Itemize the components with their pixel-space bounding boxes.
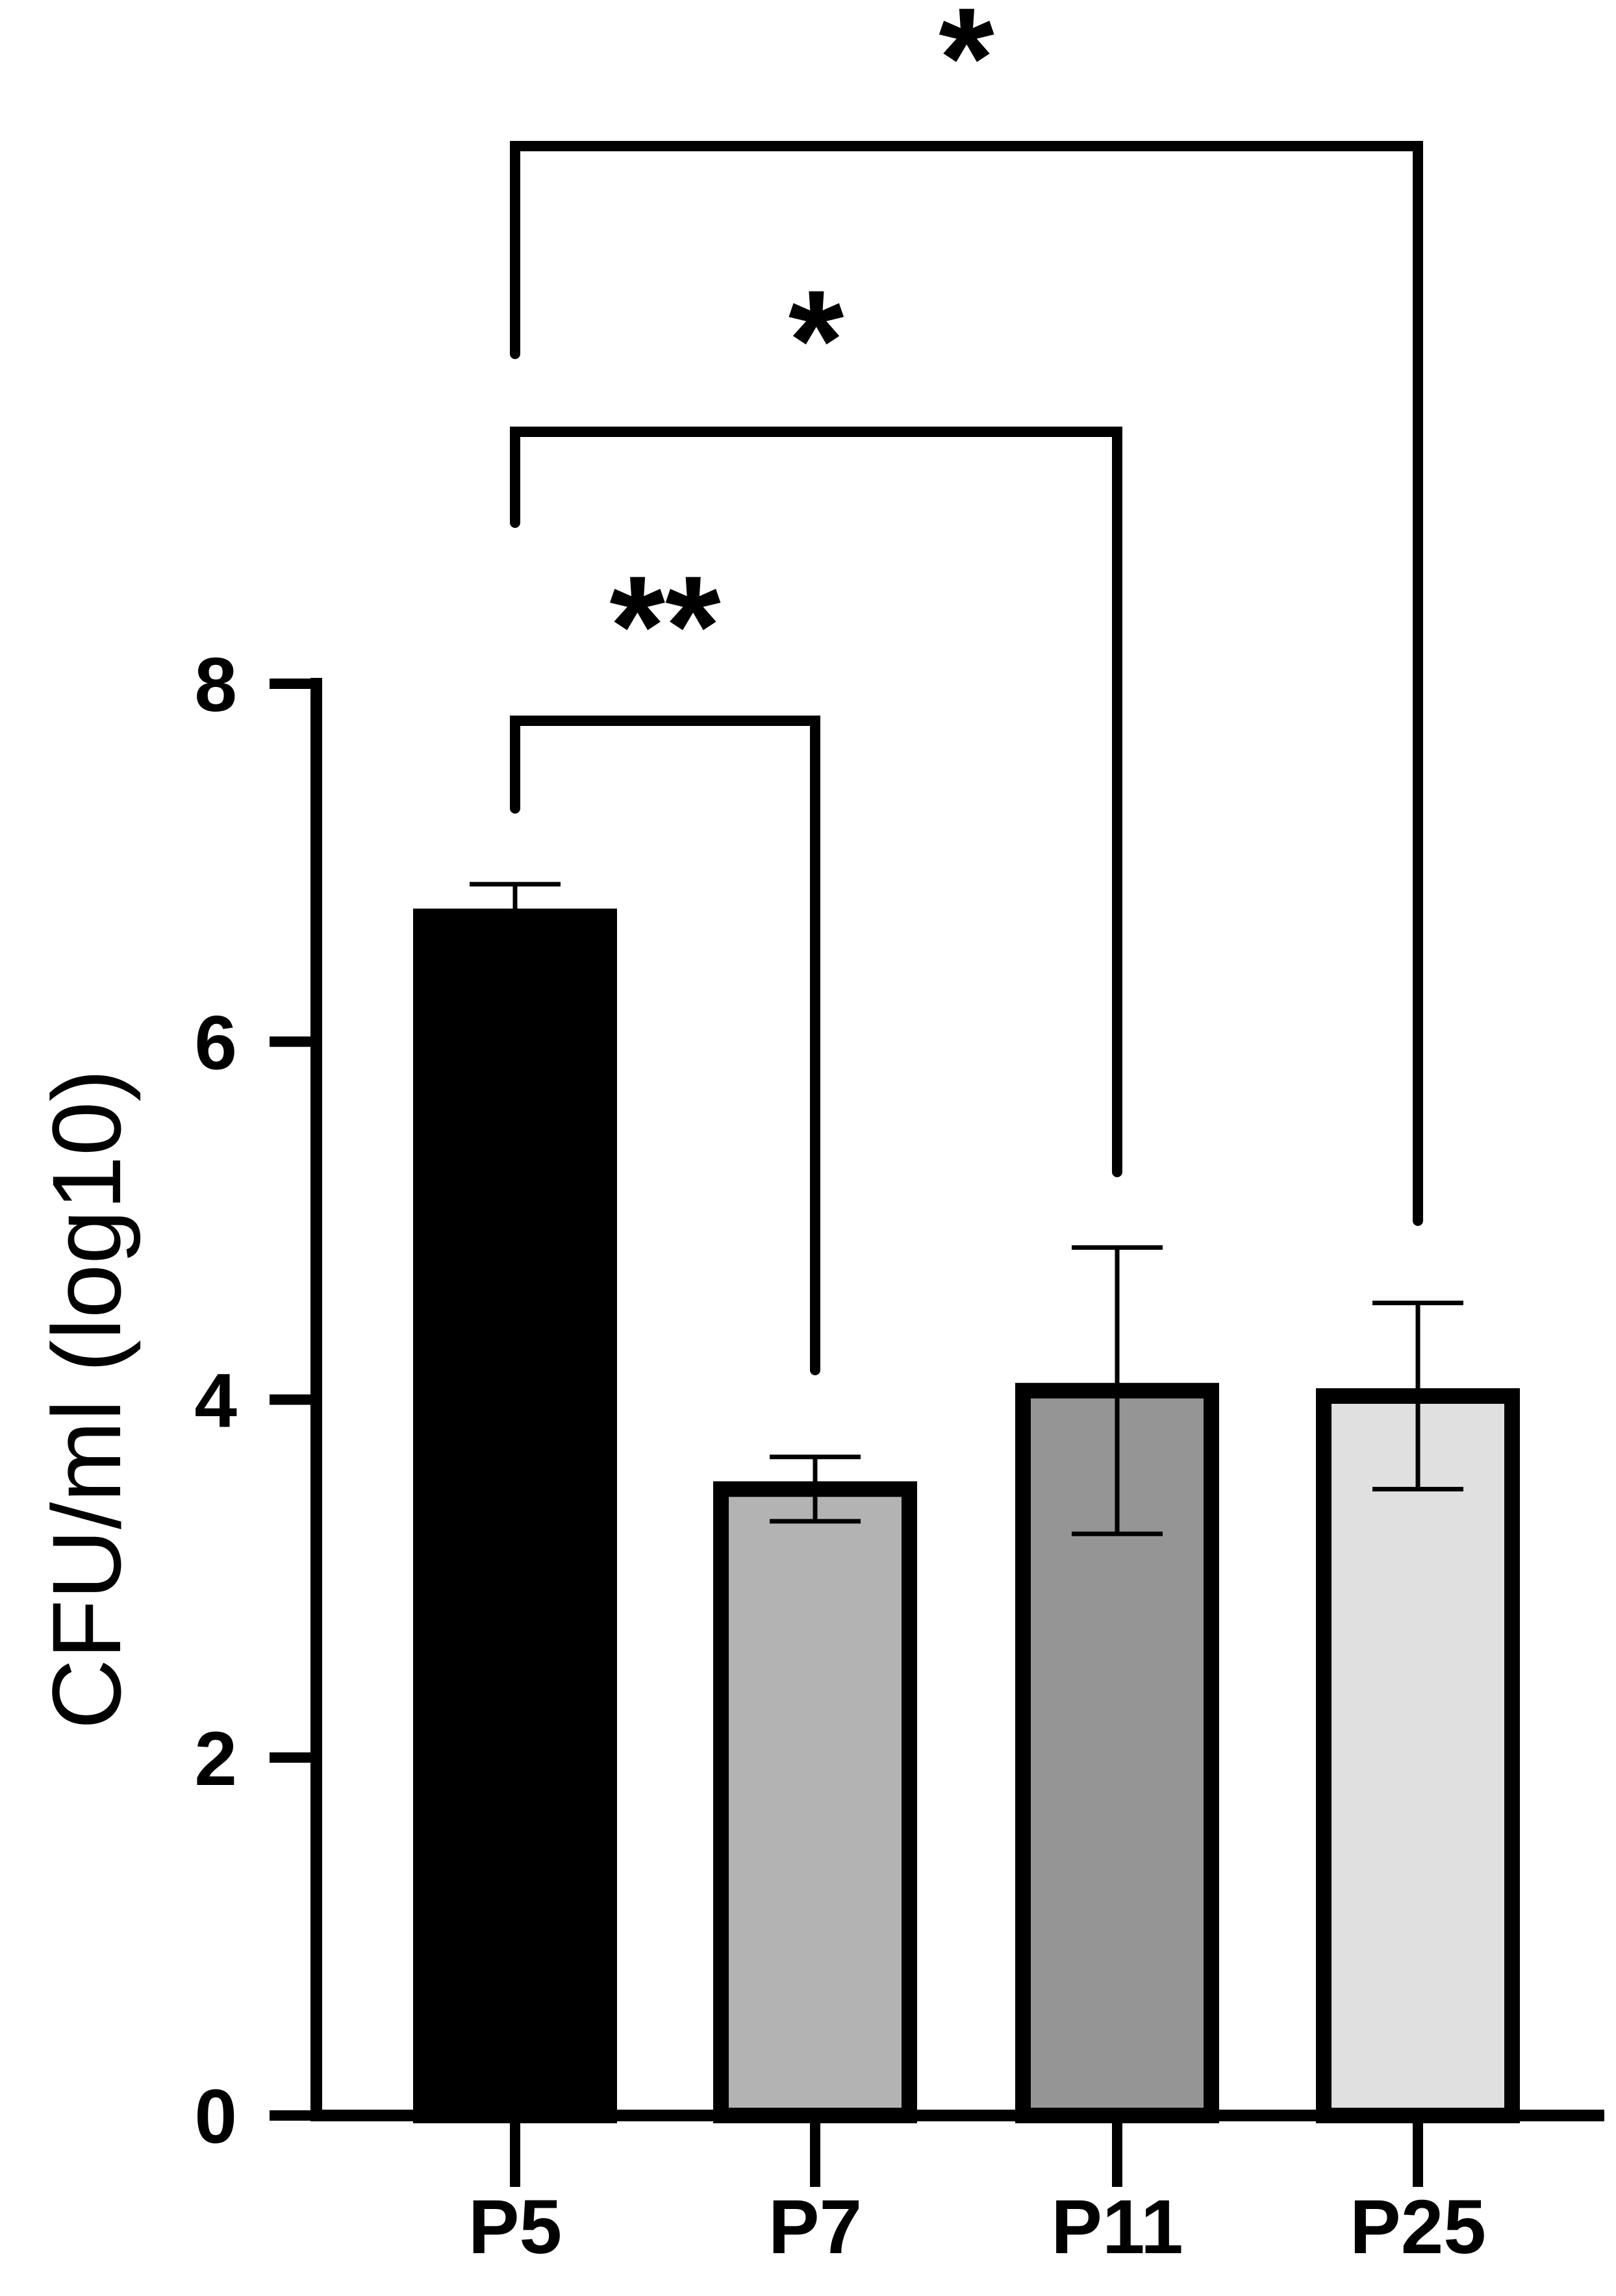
x-tick-label: P7 [768,2184,862,2270]
y-tick-label: 4 [194,1358,237,1444]
y-tick-label: 2 [194,1716,237,1802]
error-bars [470,882,1463,1536]
x-tick-label: P11 [1051,2184,1183,2270]
significance-label: * [789,260,844,420]
bar-p5 [413,908,617,2123]
y-tick-label: 0 [194,2074,237,2160]
x-tick-label: P25 [1350,2184,1486,2270]
significance-bracket [510,141,1423,1226]
y-tick-label: 6 [194,1000,237,1086]
y-axis-title: CFU/ml (log10) [32,1069,141,1730]
significance-label: ** [609,546,721,706]
significance-label: * [939,0,994,138]
significance-brackets: **** [510,0,1423,1375]
labels: 0 2 4 6 8 CFU/ml (log10) P5 P7 P11 P25 [32,642,1486,2270]
bars [413,908,1520,2123]
x-tick-label: P5 [468,2184,562,2270]
significance-bracket [510,716,820,1375]
y-tick-label: 8 [194,642,237,728]
bar-p7 [713,1481,917,2123]
significance-bracket [510,427,1122,1177]
bar-p25 [1316,1388,1520,2123]
